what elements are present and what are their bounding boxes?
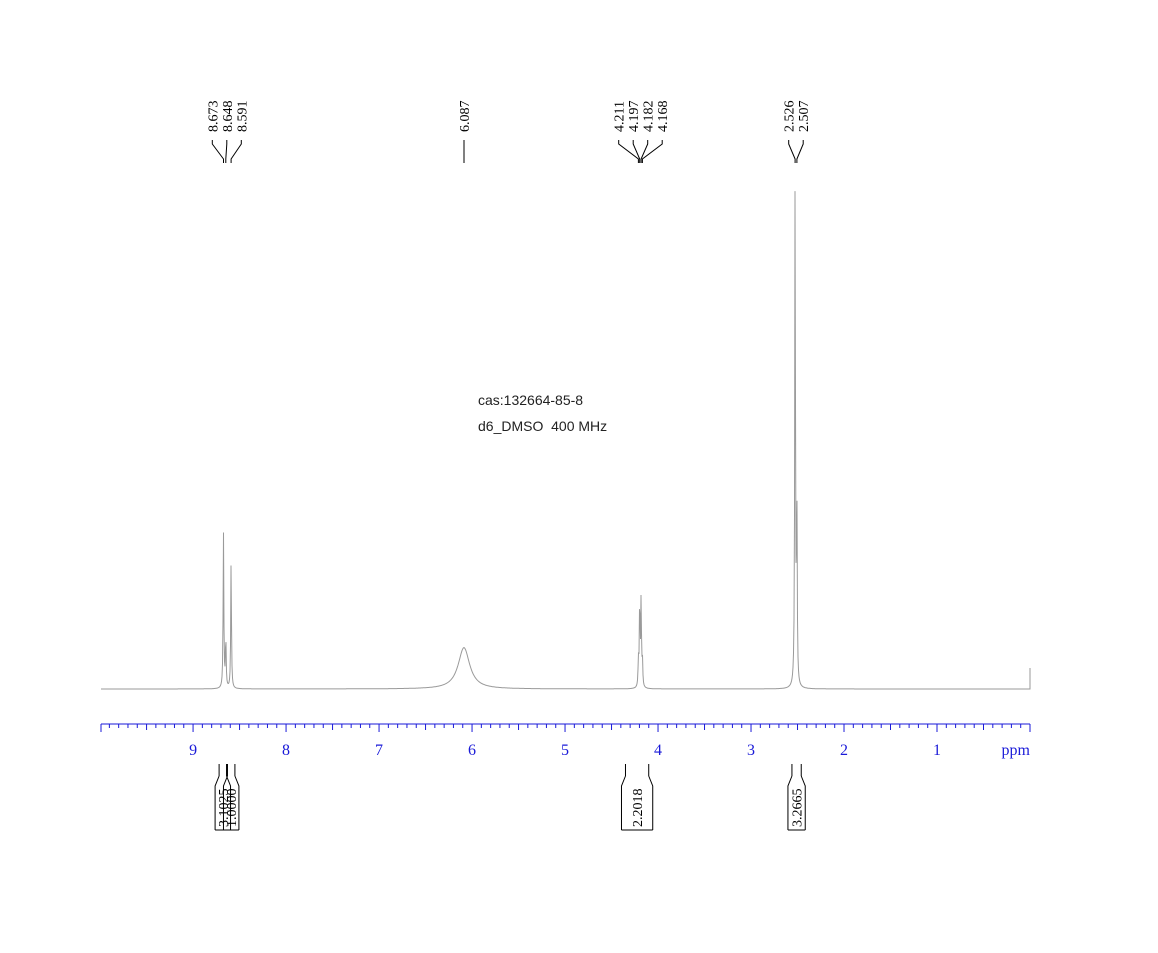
integral-bracket-stem — [214, 775, 220, 830]
cas-annotation: cas:132664-85-8 — [478, 392, 584, 408]
integral-value: 1.0000 — [225, 789, 240, 828]
x-tick-label: 8 — [282, 742, 290, 759]
x-tick-label: 6 — [468, 742, 476, 759]
x-axis-ticks: 9 8 7 6 5 4 3 2 1 — [100, 724, 1031, 759]
x-tick-label: 3 — [747, 742, 755, 759]
integral-value: 3.1025 — [217, 789, 232, 828]
spectrum-trace — [101, 191, 1031, 690]
integral-bracket-stem — [648, 775, 654, 830]
peak-label: 8.673 — [206, 101, 221, 133]
peak-label: 8.648 — [221, 101, 236, 133]
integral-bracket-stem — [787, 775, 793, 830]
integral-bracket-stem — [620, 775, 626, 830]
peak-label: 4.168 — [656, 101, 671, 133]
x-axis: 9 8 7 6 5 4 3 2 1 ppm — [100, 723, 1031, 759]
peak-label-connector — [632, 140, 641, 163]
peak-label: 4.211 — [613, 101, 628, 132]
integral-value: 2.2018 — [631, 789, 646, 828]
peak-label: 6.087 — [458, 101, 473, 133]
peak-label: 4.182 — [642, 101, 657, 133]
peak-label-connector — [640, 140, 649, 163]
peak-label: 2.507 — [797, 101, 812, 133]
peak-label-connector — [641, 140, 663, 163]
integral-bracket-stem — [800, 775, 806, 830]
integral-bracket-stem — [234, 775, 240, 830]
integral-value: 3.2665 — [791, 789, 806, 828]
peak-label-connector — [788, 140, 796, 163]
x-tick-label: 5 — [561, 742, 569, 759]
peak-label-connector — [618, 140, 639, 163]
solvent-annotation: d6_DMSO 400 MHz — [478, 418, 608, 434]
peak-label-connector — [225, 140, 228, 163]
x-tick-label: 2 — [840, 742, 848, 759]
peak-label: 2.526 — [783, 101, 798, 133]
x-tick-label: 9 — [189, 742, 197, 759]
x-tick-label: 1 — [933, 742, 941, 759]
x-tick-label: 4 — [654, 742, 662, 759]
x-tick-label: 7 — [375, 742, 383, 759]
peak-label: 8.591 — [235, 101, 250, 133]
peak-label-connector — [230, 140, 242, 163]
integral-bracket-stem — [226, 775, 232, 830]
peak-label: 4.197 — [627, 101, 642, 133]
peak-label-connector — [211, 140, 224, 163]
peak-label-layer: 8.673 8.648 8.591 6.087 4.211 4.197 4.182 4.168… — [206, 101, 812, 163]
peak-label-connector — [796, 140, 804, 163]
integral-bracket-stem — [222, 775, 228, 830]
x-axis-label: ppm — [1002, 742, 1031, 759]
